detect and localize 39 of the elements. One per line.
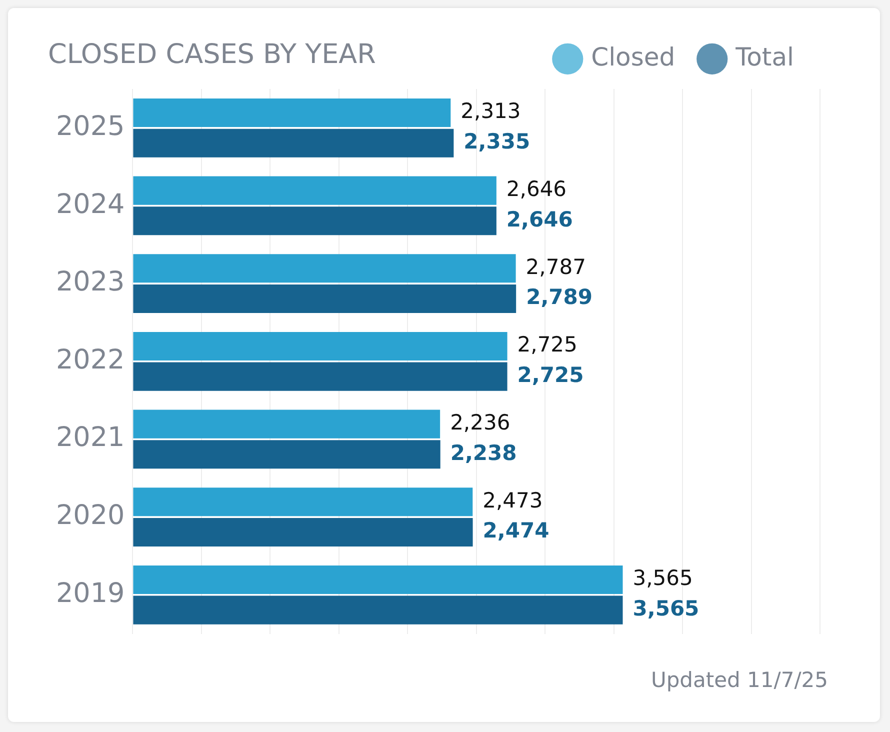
bar <box>133 98 451 128</box>
bar <box>133 518 473 546</box>
data-label: 2,236 <box>450 410 510 435</box>
data-label: 2,473 <box>482 488 543 512</box>
legend-label: Closed <box>591 42 676 72</box>
bar <box>133 284 516 314</box>
bar <box>133 128 454 158</box>
data-label: 2,474 <box>482 518 550 543</box>
text: Updated 11/7/25 <box>650 668 828 692</box>
bar <box>133 206 496 236</box>
data-label: 3,565 <box>632 596 700 621</box>
bar <box>133 440 440 469</box>
y-tick-label: 2020 <box>56 500 125 532</box>
y-tick-label: 2021 <box>56 422 125 454</box>
data-label: 2,646 <box>506 207 573 232</box>
bar <box>133 176 496 205</box>
data-label: 2,238 <box>450 440 517 465</box>
data-label: 3,565 <box>632 566 693 590</box>
data-label: 2,787 <box>526 254 586 279</box>
bar <box>133 565 623 594</box>
y-tick-label: 2019 <box>56 578 125 609</box>
data-label: 2,646 <box>506 177 567 202</box>
bar <box>133 362 508 391</box>
y-tick-label: 2023 <box>56 266 125 298</box>
y-tick-label: 2025 <box>56 110 125 142</box>
chart-title: CLOSED CASES BY YEAR <box>48 39 376 70</box>
legend-label: Total <box>734 42 794 72</box>
bar <box>133 488 473 516</box>
bar <box>133 254 516 283</box>
bar <box>133 596 623 624</box>
y-tick-label: 2022 <box>56 344 125 376</box>
data-label: 2,725 <box>517 332 578 357</box>
data-label: 2,335 <box>464 130 530 154</box>
data-label: 2,313 <box>460 99 521 124</box>
bar <box>133 410 440 438</box>
data-label: 2,725 <box>517 363 584 388</box>
y-tick-label: 2024 <box>56 188 125 220</box>
bar <box>133 332 508 360</box>
data-label: 2,789 <box>526 285 593 310</box>
